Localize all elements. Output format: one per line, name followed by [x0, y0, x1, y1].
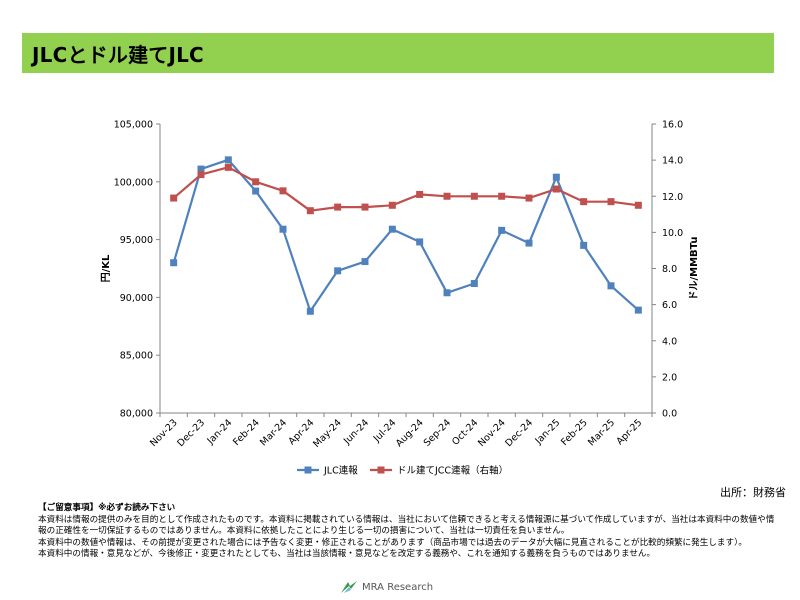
- x-tick-label: Feb-24: [231, 417, 262, 448]
- data-point-jlc: [634, 306, 642, 314]
- disclaimer-line: 本資料中の情報・意見などが、今後修正・変更されたとしても、当社は当該情報・意見な…: [38, 549, 656, 560]
- right-tick-label: 6.0: [662, 300, 677, 311]
- left-tick-label: 95,000: [120, 235, 153, 246]
- left-tick-label: 90,000: [120, 293, 153, 304]
- legend-swatch-marker: [304, 466, 312, 474]
- x-tick-label: Aug-24: [394, 417, 426, 449]
- data-point-jlc: [170, 259, 178, 267]
- data-point-jlc: [498, 226, 506, 234]
- right-tick-label: 14.0: [662, 156, 683, 167]
- x-tick-label: Jan-24: [205, 417, 235, 447]
- right-tick-label: 2.0: [662, 372, 677, 383]
- x-tick-label: Dec-23: [175, 417, 207, 449]
- x-tick-label: Mar-24: [258, 417, 289, 448]
- data-point-jlc: [224, 156, 232, 164]
- right-tick-label: 0.0: [662, 409, 677, 420]
- disclaimer-line: 本資料中の数値や情報は、その前提が変更された場合には予告なく変更・修正されること…: [38, 537, 747, 548]
- data-point-jlc: [197, 165, 205, 173]
- data-point-usd-jcc: [224, 163, 232, 171]
- series-line-usd-jcc: [172, 166, 639, 212]
- data-point-jlc: [388, 225, 396, 233]
- data-point-usd-jcc: [443, 192, 451, 200]
- y2-axis-title: ドル/MMBTu: [688, 236, 700, 300]
- legend-label: ドル建てJCC連報（右軸）: [397, 465, 508, 477]
- right-tick-label: 16.0: [662, 120, 683, 131]
- x-tick-label: Nov-24: [476, 417, 508, 449]
- y-axis-title: 円/KL: [100, 254, 112, 282]
- data-point-usd-jcc: [197, 171, 205, 179]
- data-point-usd-jcc: [470, 192, 478, 200]
- data-point-jlc: [525, 239, 533, 247]
- right-tick-label: 4.0: [662, 336, 677, 347]
- left-tick-label: 85,000: [120, 351, 153, 362]
- logo-mark-icon: [341, 581, 357, 593]
- logo-text: MRA Research: [362, 581, 434, 593]
- data-point-usd-jcc: [525, 194, 533, 202]
- data-point-jlc: [361, 258, 369, 266]
- legend-swatch-marker: [377, 466, 385, 474]
- data-point-jlc: [607, 282, 615, 290]
- data-point-usd-jcc: [634, 201, 642, 209]
- data-point-jlc: [552, 173, 560, 181]
- data-point-usd-jcc: [361, 203, 369, 211]
- x-tick-label: Mar-25: [586, 417, 617, 448]
- source-note: 出所：財務省: [720, 486, 786, 499]
- x-tick-label: Apr-25: [615, 417, 645, 447]
- data-point-usd-jcc: [607, 198, 615, 206]
- legend-label: JLC連報: [323, 465, 358, 477]
- left-tick-label: 100,000: [114, 177, 153, 188]
- data-point-usd-jcc: [334, 203, 342, 211]
- data-point-usd-jcc: [170, 194, 178, 202]
- data-point-usd-jcc: [388, 201, 396, 209]
- x-tick-label: Feb-25: [559, 417, 590, 448]
- right-tick-label: 12.0: [662, 192, 683, 203]
- x-tick-label: Sep-24: [422, 417, 453, 448]
- data-point-jlc: [334, 267, 342, 275]
- data-point-jlc: [443, 289, 451, 297]
- data-point-usd-jcc: [252, 178, 260, 186]
- left-tick-label: 105,000: [114, 120, 153, 131]
- logo: MRA Research: [340, 580, 433, 594]
- x-tick-label: Dec-24: [503, 417, 535, 449]
- disclaimer-line: 本資料は情報の提供のみを目的として作成されたものです。本資料に掲載されている情報…: [38, 514, 775, 537]
- disclaimer: 【ご留意事項】※必ずお読み下さい 本資料は情報の提供のみを目的として作成されたも…: [38, 503, 778, 561]
- right-tick-label: 10.0: [662, 228, 683, 239]
- data-point-jlc: [279, 225, 287, 233]
- data-point-jlc: [252, 187, 260, 195]
- data-point-usd-jcc: [306, 207, 314, 215]
- data-point-usd-jcc: [498, 192, 506, 200]
- data-point-jlc: [306, 307, 314, 315]
- data-point-jlc: [416, 238, 424, 246]
- data-point-jlc: [470, 280, 478, 288]
- data-point-usd-jcc: [580, 198, 588, 206]
- data-point-usd-jcc: [416, 190, 424, 198]
- right-tick-label: 8.0: [662, 264, 677, 275]
- x-tick-label: May-24: [311, 417, 344, 450]
- data-point-jlc: [580, 241, 588, 249]
- x-tick-label: Jan-25: [533, 417, 563, 447]
- title-bar: JLCとドル建てJLC: [22, 33, 774, 73]
- disclaimer-title: 【ご留意事項】※必ずお読み下さい: [38, 503, 176, 513]
- data-point-usd-jcc: [279, 187, 287, 195]
- page-title: JLCとドル建てJLC: [32, 42, 204, 67]
- x-tick-label: Oct-24: [450, 417, 480, 447]
- series-line-jlc: [172, 158, 640, 313]
- data-point-usd-jcc: [552, 185, 560, 193]
- line-chart: 80,000 85,000 90,000 95,000 100,000 105,000 0.…: [100, 120, 700, 477]
- x-tick-label: Nov-23: [148, 417, 180, 449]
- left-tick-label: 80,000: [120, 409, 153, 420]
- x-tick-label: Jun-24: [341, 417, 371, 447]
